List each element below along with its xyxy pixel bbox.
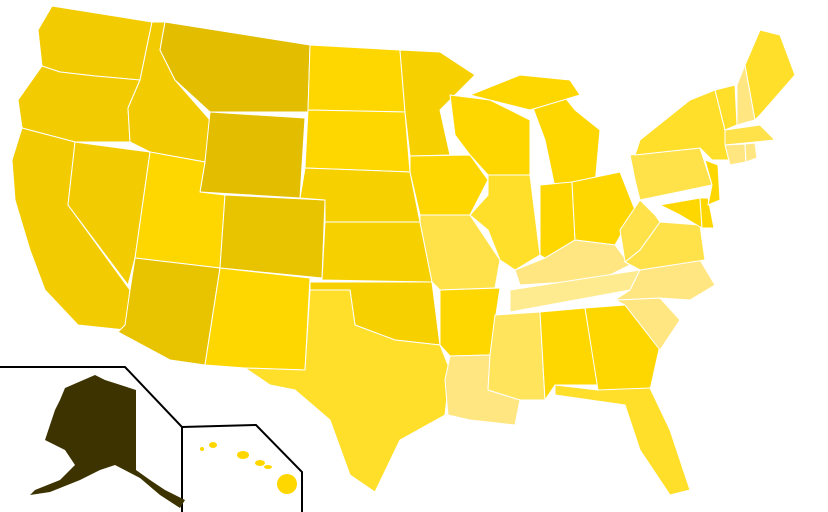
state-ri [744,142,758,163]
state-ak [30,375,185,508]
inset-states [30,375,297,508]
state-ks [321,221,433,283]
hawaii-inset-frame [181,423,303,512]
state-mi [469,74,581,111]
state-ky [514,239,631,286]
state-hi-island [277,474,297,494]
state-hi-island [264,465,272,469]
state-ny [634,89,731,161]
state-nm [204,267,311,371]
state-ct [724,143,747,166]
state-co [219,194,326,279]
state-ma [724,124,776,146]
contiguous-states [11,5,796,496]
state-de [699,197,715,229]
alaska-inset-frame [0,366,183,512]
state-wy [199,111,306,199]
state-il [469,174,541,271]
state-nv [67,141,151,286]
state-ia [409,154,489,216]
state-nd [307,44,406,113]
state-al [539,307,599,401]
state-hi-island [209,442,217,448]
state-mn [399,49,476,157]
state-wa [37,5,153,81]
state-hi-island [237,451,249,459]
state-sd [304,109,411,173]
state-fl [554,384,691,496]
state-hi-island [200,447,204,451]
state-pa [629,147,713,201]
state-tx [244,289,451,493]
state-az [117,257,221,366]
state-ms [487,311,546,401]
state-me [744,29,796,121]
state-nj [704,159,721,206]
state-hi-island [255,460,265,466]
